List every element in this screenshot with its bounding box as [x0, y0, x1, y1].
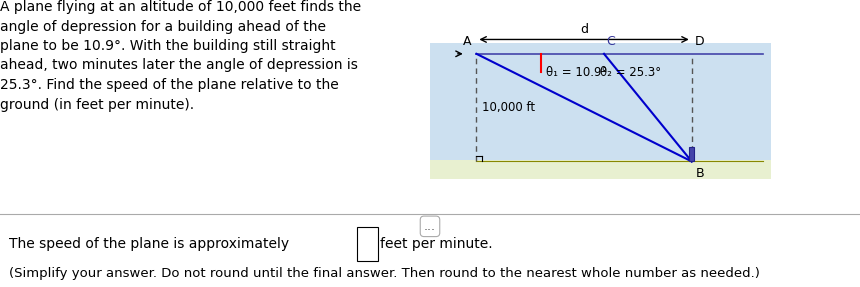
Text: (Simplify your answer. Do not round until the final answer. Then round to the ne: (Simplify your answer. Do not round unti…	[9, 267, 759, 280]
FancyBboxPatch shape	[430, 43, 771, 161]
Text: The speed of the plane is approximately: The speed of the plane is approximately	[9, 237, 289, 251]
Text: 10,000 ft: 10,000 ft	[482, 101, 535, 114]
Bar	[689, 147, 694, 161]
FancyBboxPatch shape	[357, 227, 378, 261]
Text: C: C	[605, 35, 615, 49]
Text: A: A	[463, 35, 471, 49]
Text: d: d	[580, 23, 588, 36]
Text: B: B	[695, 167, 703, 180]
FancyBboxPatch shape	[430, 160, 771, 179]
Text: D: D	[695, 35, 704, 49]
Text: ...: ...	[424, 220, 436, 233]
Text: θ₂ = 25.3°: θ₂ = 25.3°	[600, 66, 661, 79]
Text: feet per minute.: feet per minute.	[380, 237, 493, 251]
Text: A plane flying at an altitude of 10,000 feet finds the
angle of depression for a: A plane flying at an altitude of 10,000 …	[0, 0, 361, 112]
Text: θ₁ = 10.9°: θ₁ = 10.9°	[546, 66, 608, 79]
